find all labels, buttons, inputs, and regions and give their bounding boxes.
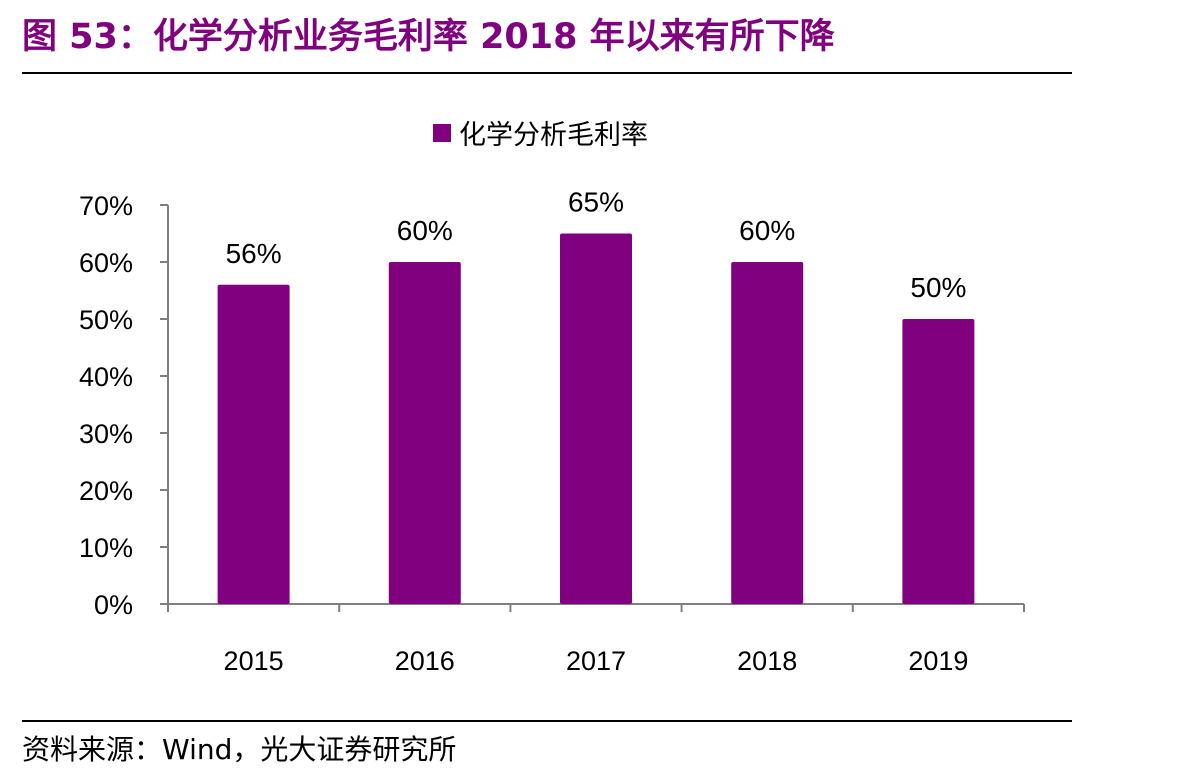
data-label-2019: 50% [910, 272, 966, 303]
x-axis-ticks: 2015 2016 2017 2018 2019 [167, 604, 1025, 676]
legend-label: 化学分析毛利率 [459, 120, 648, 151]
data-label-2016: 60% [397, 215, 453, 246]
y-tick-label: 70% [79, 191, 133, 221]
source-note: 资料来源：Wind，光大证券研究所 [22, 733, 457, 766]
bar-2016 [388, 262, 461, 604]
y-axis-ticks: 0% 10% 20% 30% 40% 50% 60% 70% [79, 191, 168, 620]
x-tick-label: 2016 [395, 646, 455, 676]
data-label-2018: 60% [739, 215, 795, 246]
y-tick-label: 60% [79, 248, 133, 278]
bar-2015 [217, 284, 290, 604]
bar-series [217, 233, 975, 604]
y-tick-label: 50% [79, 305, 133, 335]
y-tick-label: 0% [94, 590, 133, 620]
data-label-2017: 65% [568, 187, 624, 218]
legend-swatch [433, 124, 451, 142]
bar-2017 [560, 233, 632, 604]
y-tick-label: 20% [79, 476, 133, 506]
data-label-2015: 56% [226, 238, 282, 269]
title-divider [22, 72, 1072, 74]
y-tick-label: 30% [79, 419, 133, 449]
source-divider [22, 720, 1072, 722]
y-tick-label: 40% [79, 362, 133, 392]
chart-legend: 化学分析毛利率 [433, 120, 648, 151]
bar-2018 [731, 262, 804, 604]
x-tick-label: 2015 [224, 646, 284, 676]
x-tick-label: 2017 [566, 646, 626, 676]
data-labels: 56% 60% 65% 60% 50% [226, 187, 967, 304]
y-tick-label: 10% [79, 533, 133, 563]
figure-title: 图 53：化学分析业务毛利率 2018 年以来有所下降 [22, 17, 835, 57]
bar-2019 [902, 319, 975, 604]
x-tick-label: 2019 [908, 646, 968, 676]
x-tick-label: 2018 [737, 646, 797, 676]
